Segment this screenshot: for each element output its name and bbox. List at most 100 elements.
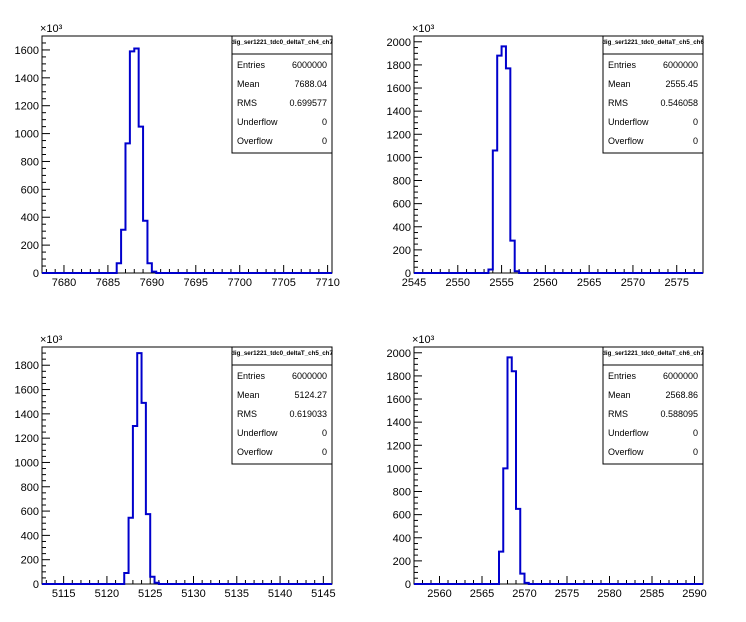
y-tick-label: 800 bbox=[393, 487, 411, 499]
x-tick-label: 2545 bbox=[402, 277, 426, 289]
histogram-pad-3: 0 200 400 600 800 1000 1200 1400 1600 1800 5115 512… bbox=[15, 334, 336, 600]
x-tick-label: 2565 bbox=[577, 277, 601, 289]
y-tick-label: 200 bbox=[393, 245, 411, 257]
x-tick-label: 2560 bbox=[533, 277, 557, 289]
y-tick-label: 1400 bbox=[387, 417, 411, 429]
stats-label: Entries bbox=[608, 60, 637, 70]
x-tick-label: 2590 bbox=[682, 588, 706, 600]
y-tick-label: 200 bbox=[21, 555, 39, 567]
x-tick-label: 7695 bbox=[184, 277, 208, 289]
stats-value: 7688.04 bbox=[294, 79, 327, 89]
histogram-line bbox=[42, 352, 332, 585]
y-tick-label: 0 bbox=[405, 268, 411, 280]
stats-value: 2568.86 bbox=[665, 390, 698, 400]
y-tick-label: 1000 bbox=[387, 152, 411, 164]
stats-title: dig_ser1221_tdc0_deltaT_ch5_ch6 bbox=[602, 39, 704, 46]
x-tick-label: 7710 bbox=[315, 277, 339, 289]
y-tick-label: 1200 bbox=[387, 440, 411, 452]
y-tick-label: 1600 bbox=[15, 45, 39, 57]
stats-value: 0 bbox=[322, 428, 327, 438]
x-tick-label: 2575 bbox=[555, 588, 579, 600]
x-tick-label: 2555 bbox=[489, 277, 513, 289]
stats-box bbox=[231, 35, 333, 154]
x-tick-label: 5135 bbox=[225, 588, 249, 600]
y-tick-label: 200 bbox=[21, 240, 39, 252]
y-tick-label: 1600 bbox=[387, 394, 411, 406]
stats-value: 0 bbox=[693, 447, 698, 457]
stats-value: 0.546058 bbox=[660, 98, 698, 108]
x-tick-label: 2585 bbox=[640, 588, 664, 600]
stats-value: 0 bbox=[322, 136, 327, 146]
stats-label: Overflow bbox=[237, 136, 273, 146]
x-tick-label: 5115 bbox=[52, 588, 76, 600]
y-tick-label: 600 bbox=[21, 184, 39, 196]
x-tick-label: 5125 bbox=[138, 588, 162, 600]
y-exponent-label: ×10³ bbox=[40, 334, 63, 346]
histogram-line bbox=[414, 356, 703, 585]
y-tick-label: 1600 bbox=[387, 83, 411, 95]
stats-value: 0.619033 bbox=[289, 409, 327, 419]
stats-value: 0.588095 bbox=[660, 409, 698, 419]
x-tick-label: 5130 bbox=[181, 588, 205, 600]
stats-label: Overflow bbox=[608, 447, 644, 457]
stats-label: Underflow bbox=[237, 428, 278, 438]
histogram-pad-2: 0 200 400 600 800 1000 1200 1400 1600 1800 2000 254… bbox=[387, 23, 705, 289]
histogram-line bbox=[414, 45, 703, 274]
y-tick-label: 1000 bbox=[15, 457, 39, 469]
stats-title: dig_ser1221_tdc0_deltaT_ch6_ch7 bbox=[602, 350, 704, 357]
stats-box bbox=[602, 35, 704, 154]
x-tick-label: 7680 bbox=[52, 277, 76, 289]
histogram-pad-1: 0 200 400 600 800 1000 1200 1400 1600 7680 7685 769… bbox=[15, 23, 340, 289]
y-tick-label: 0 bbox=[33, 268, 39, 280]
x-tick-label: 2550 bbox=[446, 277, 470, 289]
stats-value: 0 bbox=[693, 117, 698, 127]
x-tick-label: 7705 bbox=[271, 277, 295, 289]
y-tick-label: 1800 bbox=[387, 60, 411, 72]
stats-label: Mean bbox=[237, 390, 260, 400]
histogram-pad-4: 0 200 400 600 800 1000 1200 1400 1600 1800 2000 256… bbox=[387, 334, 707, 600]
y-exponent-label: ×10³ bbox=[40, 23, 63, 35]
y-tick-label: 400 bbox=[393, 533, 411, 545]
y-tick-label: 1200 bbox=[15, 101, 39, 113]
stats-label: Mean bbox=[608, 390, 631, 400]
y-tick-label: 600 bbox=[21, 506, 39, 518]
y-tick-label: 1600 bbox=[15, 385, 39, 397]
stats-title: dig_ser1221_tdc0_deltaT_ch4_ch7 bbox=[231, 39, 333, 46]
stats-value: 5124.27 bbox=[294, 390, 327, 400]
y-tick-label: 600 bbox=[393, 199, 411, 211]
stats-label: RMS bbox=[237, 409, 257, 419]
stats-box bbox=[231, 346, 333, 465]
y-tick-label: 0 bbox=[405, 579, 411, 591]
y-tick-label: 600 bbox=[393, 510, 411, 522]
y-exponent-label: ×10³ bbox=[412, 23, 435, 35]
y-tick-label: 0 bbox=[33, 579, 39, 591]
x-tick-label: 5145 bbox=[311, 588, 335, 600]
stats-label: RMS bbox=[608, 98, 628, 108]
stats-value: 0 bbox=[322, 117, 327, 127]
x-tick-label: 2575 bbox=[664, 277, 688, 289]
stats-value: 0 bbox=[693, 428, 698, 438]
x-tick-label: 2580 bbox=[597, 588, 621, 600]
y-tick-label: 1400 bbox=[387, 106, 411, 118]
stats-label: Underflow bbox=[237, 117, 278, 127]
stats-value: 6000000 bbox=[292, 371, 327, 381]
x-tick-label: 7690 bbox=[140, 277, 164, 289]
y-tick-label: 2000 bbox=[387, 37, 411, 49]
stats-label: Mean bbox=[608, 79, 631, 89]
stats-box bbox=[602, 346, 704, 465]
y-tick-label: 1800 bbox=[15, 360, 39, 372]
y-tick-label: 200 bbox=[393, 556, 411, 568]
histogram-bin bbox=[502, 46, 506, 273]
histogram-line bbox=[42, 47, 332, 274]
stats-label: Mean bbox=[237, 79, 260, 89]
stats-title: dig_ser1221_tdc0_deltaT_ch5_ch7 bbox=[231, 350, 333, 357]
y-tick-label: 1400 bbox=[15, 73, 39, 85]
stats-value: 6000000 bbox=[292, 60, 327, 70]
y-tick-label: 400 bbox=[21, 530, 39, 542]
stats-label: Overflow bbox=[608, 136, 644, 146]
stats-label: Underflow bbox=[608, 117, 649, 127]
stats-label: Entries bbox=[237, 60, 266, 70]
stats-label: Underflow bbox=[608, 428, 649, 438]
y-tick-label: 800 bbox=[21, 156, 39, 168]
